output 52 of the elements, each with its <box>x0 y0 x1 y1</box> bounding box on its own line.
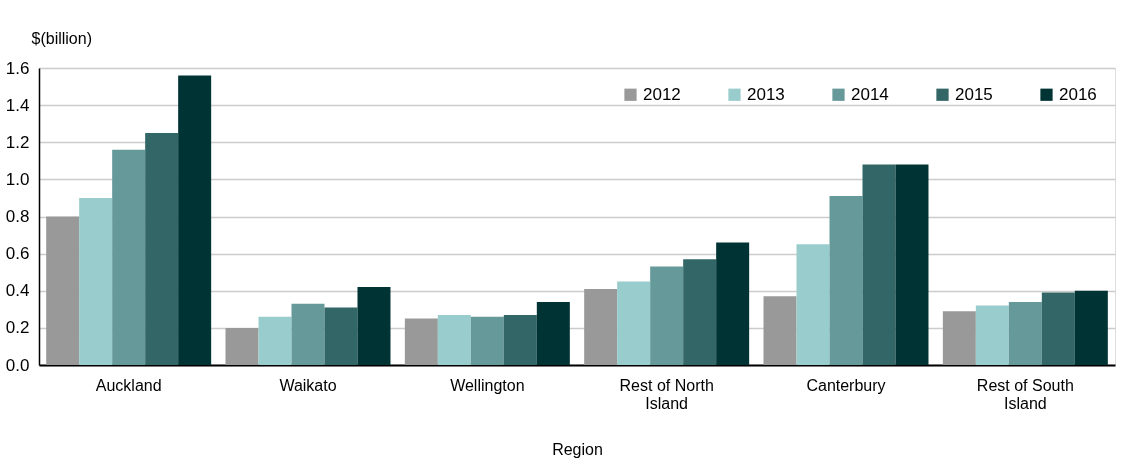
bar <box>46 216 80 365</box>
x-tick-label: Wellington <box>450 376 525 394</box>
legend-label: 2012 <box>643 84 681 104</box>
bar <box>942 311 976 365</box>
bar <box>650 266 684 365</box>
bar <box>829 196 863 365</box>
bar <box>895 164 929 365</box>
bar <box>683 259 717 365</box>
bar <box>536 301 570 365</box>
y-tick-label: 0.8 <box>5 207 30 226</box>
x-tick-label: Auckland <box>95 376 162 394</box>
x-tick-label: Canterbury <box>806 376 886 394</box>
legend-label: 2013 <box>747 84 785 104</box>
bar <box>145 132 179 365</box>
x-tick-label: Waikato <box>279 376 337 394</box>
x-tick-label: Rest of North Island <box>619 376 714 412</box>
bar <box>1074 290 1108 365</box>
y-tick-label: 1.0 <box>5 169 30 189</box>
y-tick-label: 1.2 <box>5 132 30 152</box>
y-tick-label: 1.4 <box>5 95 30 115</box>
y-axis-title: $(billion) <box>31 29 92 47</box>
bar <box>975 305 1009 365</box>
legend-label: 2015 <box>955 84 993 104</box>
bar <box>225 327 259 365</box>
bar <box>1008 301 1042 365</box>
bar <box>291 303 325 365</box>
y-tick-label: 0.2 <box>5 318 30 338</box>
bar <box>617 281 651 365</box>
bar <box>357 287 391 365</box>
legend-label: 2014 <box>851 84 889 104</box>
bar <box>404 318 438 365</box>
y-tick-label: 0.6 <box>5 244 30 264</box>
bar <box>716 242 750 365</box>
bar <box>79 197 113 365</box>
bar <box>112 149 146 365</box>
x-axis-title: Region <box>552 440 603 458</box>
bar <box>437 314 471 365</box>
bar <box>258 316 292 365</box>
bar <box>178 75 212 365</box>
bar <box>503 314 537 365</box>
x-tick-label: Rest of South Island <box>976 376 1074 412</box>
bar <box>796 244 830 365</box>
bar <box>763 296 797 365</box>
y-tick-label: 0.0 <box>5 355 30 375</box>
bar <box>862 164 896 365</box>
y-tick-label: 0.4 <box>5 281 30 301</box>
bar <box>470 316 504 365</box>
bar <box>1041 292 1075 365</box>
y-tick-label: 1.6 <box>5 58 30 78</box>
bar <box>584 288 618 365</box>
legend-label: 2016 <box>1059 84 1097 104</box>
bar <box>324 307 358 365</box>
